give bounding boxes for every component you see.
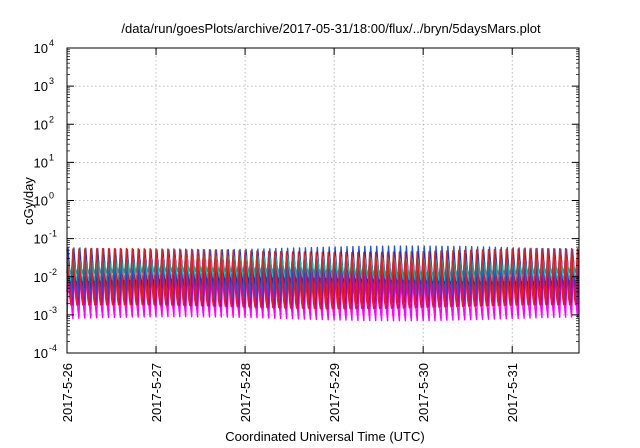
y-tick-label: 10 -2 — [34, 267, 57, 285]
y-tick-base: 10 — [34, 308, 48, 323]
y-tick-exponent: 4 — [49, 38, 54, 48]
x-tick-label: 2017-5-28 — [238, 363, 253, 422]
y-tick-label: 10 1 — [34, 152, 54, 170]
x-tick-label: 2017-5-31 — [505, 363, 520, 422]
x-tick-label: 2017-5-30 — [416, 363, 431, 422]
y-tick-label: 10 -3 — [34, 305, 57, 323]
y-tick-base: 10 — [34, 232, 48, 247]
series-line — [66, 247, 580, 310]
x-axis-label: Coordinated Universal Time (UTC) — [225, 429, 424, 444]
y-tick-exponent: -3 — [49, 305, 57, 315]
y-tick-base: 10 — [34, 194, 48, 209]
y-tick-exponent: -2 — [49, 267, 57, 277]
y-tick-exponent: -1 — [49, 229, 57, 239]
y-tick-base: 10 — [34, 79, 48, 94]
y-tick-base: 10 — [34, 346, 48, 361]
y-tick-label: 10 0 — [34, 191, 54, 209]
y-tick-label: 10 2 — [34, 114, 54, 132]
x-tick-label: 2017-5-26 — [60, 363, 75, 422]
series-group — [66, 245, 580, 322]
chart-title: /data/run/goesPlots/archive/2017-05-31/1… — [121, 21, 541, 36]
y-tick-label: 10 4 — [34, 38, 54, 56]
y-tick-base: 10 — [34, 117, 48, 132]
x-tick-label: 2017-5-29 — [327, 363, 342, 422]
y-axis-label: cGy/day — [21, 177, 36, 225]
x-axis: 2017-5-26 2017-5-27 2017-5-28 2017-5-29 2017… — [60, 48, 520, 422]
y-tick-base: 10 — [34, 270, 48, 285]
y-tick-exponent: 3 — [49, 76, 54, 86]
y-tick-base: 10 — [34, 41, 48, 56]
y-tick-exponent: 1 — [49, 152, 54, 162]
y-tick-label: 10 -4 — [34, 343, 57, 361]
y-tick-label: 10 -1 — [34, 229, 57, 247]
y-tick-exponent: 2 — [49, 114, 54, 124]
x-tick-label: 2017-5-27 — [149, 363, 164, 422]
y-tick-exponent: -4 — [49, 343, 57, 353]
y-tick-base: 10 — [34, 155, 48, 170]
y-tick-exponent: 0 — [49, 191, 54, 201]
y-tick-label: 10 3 — [34, 76, 54, 94]
